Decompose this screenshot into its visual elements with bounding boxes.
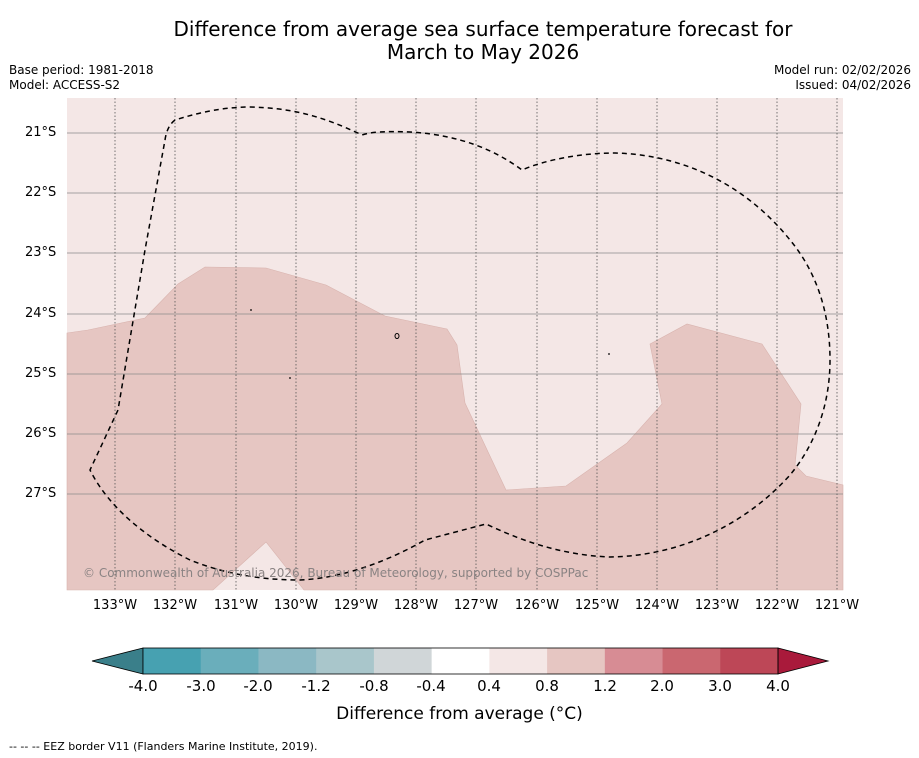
lat-label: 23°S <box>25 245 57 260</box>
lat-label: 27°S <box>25 486 57 501</box>
lon-label: 133°W <box>92 598 138 613</box>
base-period: Base period: 1981-2018 <box>9 63 154 77</box>
island-marker <box>394 333 400 339</box>
lon-label: 121°W <box>814 598 860 613</box>
colorbar-tick: -1.2 <box>301 677 331 695</box>
colorbar-outline <box>142 647 779 675</box>
map-title: Difference from average sea surface temp… <box>0 18 919 64</box>
colorbar-tick: -0.4 <box>416 677 446 695</box>
colorbar-segments <box>143 648 779 674</box>
meta-left: Base period: 1981-2018 Model: ACCESS-S2 <box>9 63 154 93</box>
field-moderate-anomaly <box>66 266 844 591</box>
lon-label: 122°W <box>754 598 800 613</box>
island-marker <box>608 353 610 355</box>
lon-label: 132°W <box>152 598 198 613</box>
colorbar-tick: -2.0 <box>243 677 273 695</box>
model-run: Model run: 02/02/2026 <box>773 63 911 77</box>
title-line-1: Difference from average sea surface temp… <box>173 17 793 41</box>
colorbar-tick: 0.8 <box>535 677 559 695</box>
lat-label: 25°S <box>25 366 57 381</box>
colorbar-tick: -3.0 <box>186 677 216 695</box>
lat-label: 21°S <box>25 125 57 140</box>
lon-label: 125°W <box>574 598 620 613</box>
lon-label: 126°W <box>514 598 560 613</box>
colorbar-segment <box>373 648 433 674</box>
lon-label: 127°W <box>453 598 499 613</box>
colorbar-segment <box>200 648 259 674</box>
colorbar-tick: 3.0 <box>708 677 732 695</box>
lon-label: 129°W <box>333 598 379 613</box>
lon-label: 123°W <box>694 598 740 613</box>
colorbar-segment <box>547 648 606 674</box>
island-marker <box>250 309 252 311</box>
colorbar-label: Difference from average (°C) <box>336 704 583 724</box>
model-name: Model: ACCESS-S2 <box>9 78 121 92</box>
colorbar-segment <box>258 648 317 674</box>
latitude-gridlines <box>67 132 843 495</box>
lon-label: 128°W <box>393 598 439 613</box>
colorbar-extend-high <box>777 647 830 675</box>
lon-label: 131°W <box>213 598 259 613</box>
meta-right: Model run: 02/02/2026 Issued: 04/02/2026 <box>774 63 911 93</box>
colorbar-segment <box>143 648 202 674</box>
island-marker <box>289 377 291 379</box>
colorbar-segment <box>604 648 664 674</box>
colorbar-segment <box>662 648 721 674</box>
colorbar-tick: -0.8 <box>359 677 389 695</box>
colorbar-extend-low <box>91 647 144 675</box>
colorbar-segment <box>489 648 548 674</box>
eez-border <box>89 106 831 581</box>
colorbar-tick: 2.0 <box>650 677 674 695</box>
colorbar-segment <box>431 648 490 674</box>
lon-label: 124°W <box>634 598 680 613</box>
lat-label: 26°S <box>25 426 57 441</box>
lon-label: 130°W <box>273 598 319 613</box>
lat-label: 24°S <box>25 306 57 321</box>
colorbar-segment <box>316 648 375 674</box>
copyright-text: © Commonwealth of Australia 2026, Bureau… <box>83 566 589 580</box>
colorbar-tick: 0.4 <box>477 677 501 695</box>
issued-date: Issued: 04/02/2026 <box>795 78 911 92</box>
footnote: -- -- -- EEZ border V11 (Flanders Marine… <box>9 740 318 753</box>
colorbar-segment <box>720 648 779 674</box>
lat-label: 22°S <box>25 185 57 200</box>
colorbar-tick: 1.2 <box>593 677 617 695</box>
colorbar-tick: 4.0 <box>766 677 790 695</box>
title-line-2: March to May 2026 <box>386 40 580 64</box>
colorbar-tick: -4.0 <box>128 677 158 695</box>
